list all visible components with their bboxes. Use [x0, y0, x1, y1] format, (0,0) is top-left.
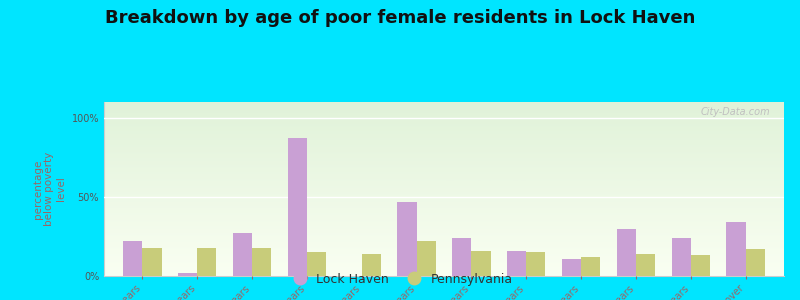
Bar [690, 255, 710, 276]
Bar [507, 251, 526, 276]
Bar [581, 257, 600, 276]
Text: Breakdown by age of poor female residents in Lock Haven: Breakdown by age of poor female resident… [105, 9, 695, 27]
Bar [562, 259, 581, 276]
Bar [252, 248, 271, 276]
Bar [417, 241, 436, 276]
Bar [636, 254, 655, 276]
Bar [398, 202, 417, 276]
Bar [746, 249, 765, 276]
Bar [362, 254, 381, 276]
Y-axis label: percentage
below poverty
level: percentage below poverty level [33, 152, 66, 226]
Bar [307, 252, 326, 276]
Text: City-Data.com: City-Data.com [701, 107, 770, 117]
Bar [178, 273, 198, 276]
Bar [471, 251, 490, 276]
Bar [452, 238, 471, 276]
Bar [288, 138, 307, 276]
Bar [198, 248, 217, 276]
Bar [671, 238, 690, 276]
Bar [233, 233, 252, 276]
Bar [617, 229, 636, 276]
Bar [526, 252, 546, 276]
Bar [142, 248, 162, 276]
Bar [726, 222, 746, 276]
Bar [123, 241, 142, 276]
Legend: Lock Haven, Pennsylvania: Lock Haven, Pennsylvania [282, 268, 518, 291]
